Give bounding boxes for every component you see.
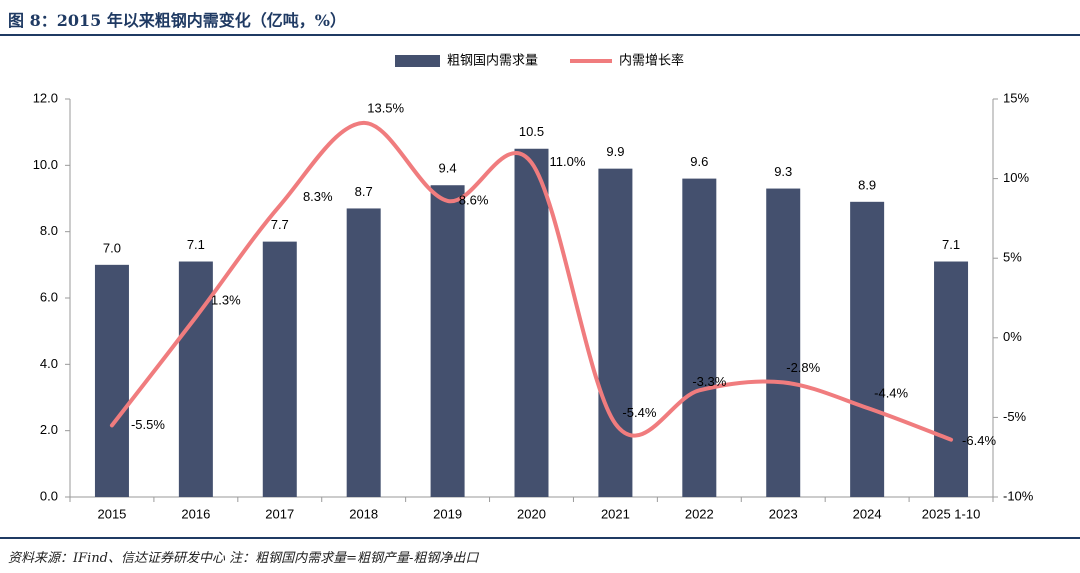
- figure-header: 图 8：2015 年以来粗钢内需变化（亿吨，%）: [0, 0, 1080, 36]
- y-left-tick-label: 8.0: [40, 223, 58, 238]
- line-data-label: 1.3%: [211, 293, 241, 308]
- y-left-tick-label: 12.0: [33, 90, 58, 105]
- figure-footer: 资料来源：IFind、信达证券研发中心 注：粗钢国内需求量=粗钢产量-粗钢净出口: [0, 537, 1080, 573]
- bar: [430, 185, 465, 497]
- bar: [514, 148, 549, 497]
- x-tick-label: 2022: [685, 506, 714, 521]
- bar: [682, 178, 717, 497]
- growth-rate-line: [109, 120, 954, 442]
- y-right-tick-label: 0%: [1003, 329, 1022, 344]
- y-left-tick-label: 4.0: [40, 356, 58, 371]
- y-right-tick-label: 5%: [1003, 250, 1022, 265]
- bar: [94, 264, 129, 497]
- bar-data-label: 9.9: [606, 144, 624, 159]
- line-data-label: -5.4%: [622, 405, 656, 420]
- line-data-label: -2.8%: [786, 360, 820, 375]
- line-data-label: -5.5%: [131, 417, 165, 432]
- line-data-label: -4.4%: [874, 385, 908, 400]
- x-tick-label: 2019: [433, 506, 462, 521]
- bar-data-label: 8.9: [858, 177, 876, 192]
- y-left-tick-label: 2.0: [40, 422, 58, 437]
- x-tick-label: 2025 1-10: [922, 506, 981, 521]
- bar-data-label: 8.7: [355, 184, 373, 199]
- bar: [262, 241, 297, 497]
- x-tick-label: 2020: [517, 506, 546, 521]
- y-left-tick-label: 6.0: [40, 289, 58, 304]
- bar: [766, 188, 801, 498]
- x-tick-label: 2016: [181, 506, 210, 521]
- line-data-label: 11.0%: [550, 154, 586, 169]
- x-tick-label: 2018: [349, 506, 378, 521]
- y-left-tick-label: 0.0: [40, 488, 58, 503]
- bar: [346, 208, 381, 497]
- y-right-tick-label: 10%: [1003, 170, 1029, 185]
- x-tick-label: 2021: [601, 506, 630, 521]
- bar-data-label: 9.3: [774, 164, 792, 179]
- line-data-label: 8.3%: [303, 189, 333, 204]
- bar-data-label: 10.5: [519, 124, 544, 139]
- bar: [178, 261, 213, 497]
- figure-title: 图 8：2015 年以来粗钢内需变化（亿吨，%）: [8, 11, 347, 30]
- bar: [850, 201, 885, 498]
- y-right-tick-label: -5%: [1003, 409, 1027, 424]
- bar-data-label: 7.7: [271, 217, 289, 232]
- line-data-label: -6.4%: [962, 433, 996, 448]
- bar-data-label: 7.0: [103, 240, 121, 255]
- y-right-tick-label: 15%: [1003, 90, 1029, 105]
- bar-data-label: 7.1: [187, 237, 205, 252]
- line-data-label: -3.3%: [692, 374, 726, 389]
- bar-data-label: 9.6: [690, 154, 708, 169]
- x-tick-label: 2023: [769, 506, 798, 521]
- legend-bar-swatch: [395, 55, 440, 67]
- line-data-label: 13.5%: [367, 100, 404, 115]
- y-left-tick-label: 10.0: [33, 157, 58, 172]
- bar-data-label: 9.4: [439, 161, 457, 176]
- x-tick-label: 2015: [97, 506, 126, 521]
- source-note: 资料来源：IFind、信达证券研发中心 注：粗钢国内需求量=粗钢产量-粗钢净出口: [8, 551, 479, 566]
- legend-bar-label: 粗钢国内需求量: [447, 52, 538, 67]
- x-tick-label: 2017: [265, 506, 294, 521]
- x-tick-label: 2024: [853, 506, 882, 521]
- bar-data-label: 7.1: [942, 237, 960, 252]
- bar: [934, 261, 969, 497]
- legend-line-label: 内需增长率: [619, 52, 684, 67]
- bar: [598, 168, 633, 497]
- y-right-tick-label: -10%: [1003, 488, 1034, 503]
- line-data-label: 8.6%: [459, 192, 489, 207]
